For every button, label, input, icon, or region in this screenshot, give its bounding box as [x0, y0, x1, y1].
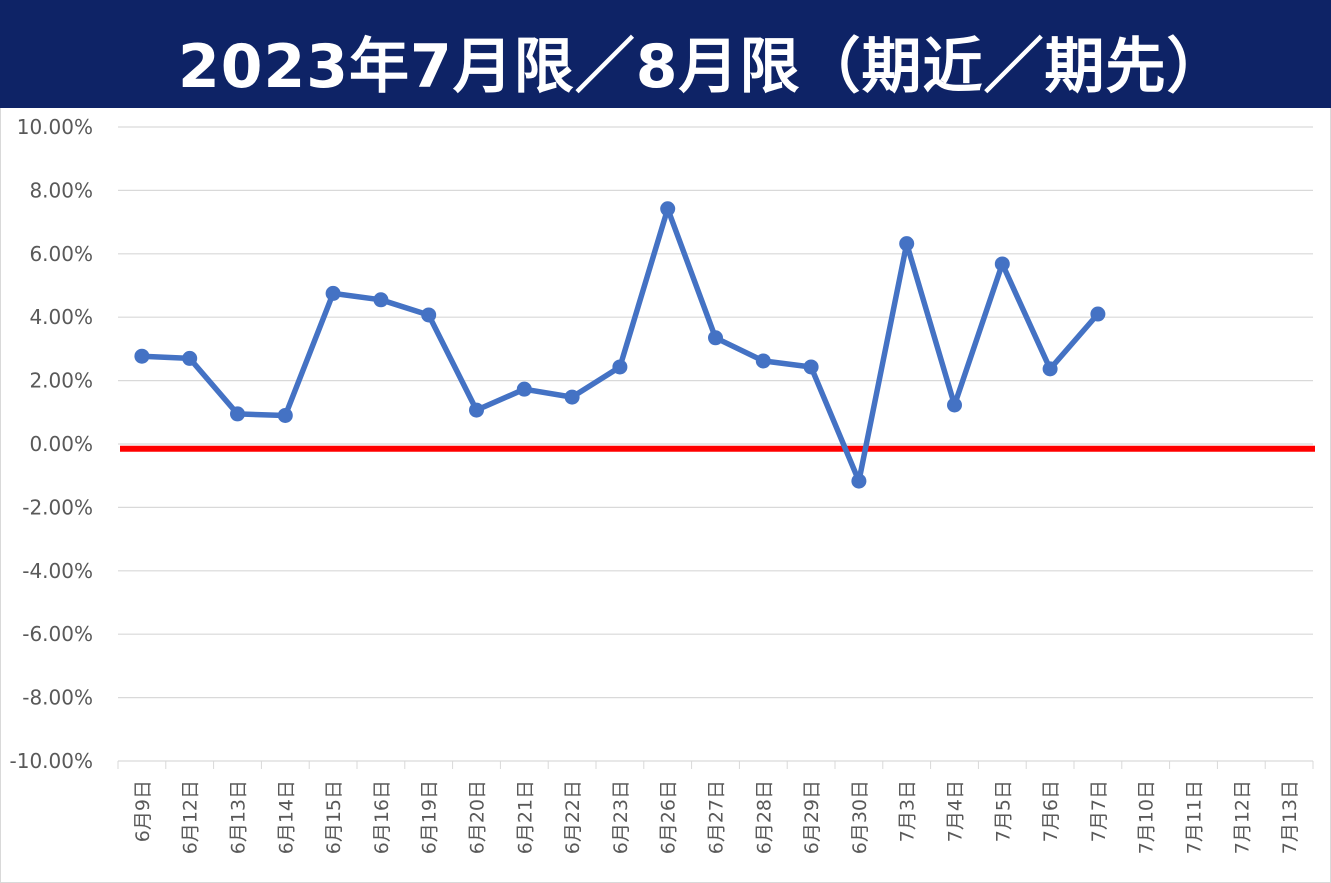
x-tick-label: 6月16日 — [371, 780, 393, 854]
x-tick-label: 6月21日 — [514, 780, 536, 854]
data-point — [182, 350, 198, 366]
x-tick-label: 6月30日 — [849, 780, 871, 854]
data-point — [564, 389, 580, 405]
data-point — [230, 406, 245, 422]
x-tick-label: 7月4日 — [945, 780, 967, 842]
x-tick-label: 7月11日 — [1184, 780, 1206, 854]
line-chart: 10.00% 8.00% 6.00% 4.00% 2.00% 0.00% -2.00% -4.… — [10, 115, 1315, 854]
data-point — [851, 473, 867, 489]
data-point — [469, 402, 484, 418]
x-tick-label: 7月5日 — [992, 780, 1014, 842]
title-banner: 2023年7月限／8月限（期近／期先） — [0, 0, 1331, 108]
x-tick-label: 6月9日 — [132, 780, 154, 842]
y-axis-tick-labels: 10.00% 8.00% 6.00% 4.00% 2.00% 0.00% -2.00% -4.… — [10, 115, 93, 773]
data-point — [1042, 361, 1058, 377]
y-tick-label: 8.00% — [29, 178, 93, 202]
data-point — [421, 307, 437, 323]
y-tick-label: 2.00% — [29, 369, 93, 393]
chart-area: 10.00% 8.00% 6.00% 4.00% 2.00% 0.00% -2.00% -4.… — [0, 108, 1331, 883]
x-tick-label: 6月15日 — [323, 780, 345, 854]
x-tick-label: 7月13日 — [1279, 780, 1301, 854]
y-tick-label: 6.00% — [29, 242, 93, 266]
x-tick-label: 6月26日 — [658, 780, 680, 854]
x-tick-label: 6月13日 — [228, 780, 250, 854]
gridlines — [117, 126, 1314, 769]
y-tick-label: 4.00% — [29, 305, 93, 329]
data-point — [277, 407, 293, 423]
x-tick-label: 6月19日 — [419, 780, 441, 854]
data-point — [708, 330, 723, 346]
x-tick-label: 6月22日 — [562, 780, 584, 854]
data-point — [899, 236, 915, 252]
x-tick-label: 6月14日 — [275, 780, 297, 854]
x-tick-label: 7月12日 — [1231, 780, 1253, 854]
series-line — [139, 206, 1101, 484]
x-tick-label: 7月6日 — [1040, 780, 1062, 842]
data-point — [660, 201, 676, 217]
data-point — [516, 381, 532, 397]
x-tick-label: 6月23日 — [610, 780, 632, 854]
y-tick-label: -2.00% — [22, 495, 93, 519]
y-tick-label: -4.00% — [22, 559, 93, 583]
series-group — [134, 201, 1106, 489]
data-point — [1090, 306, 1106, 322]
data-point — [755, 353, 771, 369]
data-point — [612, 359, 628, 375]
x-tick-label: 6月27日 — [706, 780, 728, 854]
data-point — [803, 359, 819, 375]
y-tick-label: -10.00% — [10, 749, 93, 773]
y-tick-label: -6.00% — [22, 622, 93, 646]
x-tick-label: 7月3日 — [897, 780, 919, 842]
y-tick-label: 10.00% — [17, 115, 93, 139]
x-tick-label: 6月28日 — [753, 780, 775, 854]
x-tick-label: 7月10日 — [1136, 780, 1158, 854]
x-tick-label: 6月29日 — [801, 780, 823, 854]
y-tick-label: 0.00% — [29, 432, 93, 456]
data-point — [373, 292, 389, 308]
y-tick-label: -8.00% — [22, 686, 93, 710]
x-axis-tick-labels: 6月9日 6月12日 6月13日 6月14日 6月15日 6月16日 6月19日 6月20日 6… — [132, 780, 1301, 854]
data-point — [947, 397, 962, 413]
x-tick-label: 6月20日 — [467, 780, 489, 854]
data-point — [994, 256, 1010, 272]
x-tick-label: 6月12日 — [180, 780, 202, 854]
data-point — [325, 285, 341, 301]
x-tick-label: 7月7日 — [1088, 780, 1110, 842]
chart-title: 2023年7月限／8月限（期近／期先） — [178, 32, 1228, 102]
data-point — [134, 348, 150, 364]
